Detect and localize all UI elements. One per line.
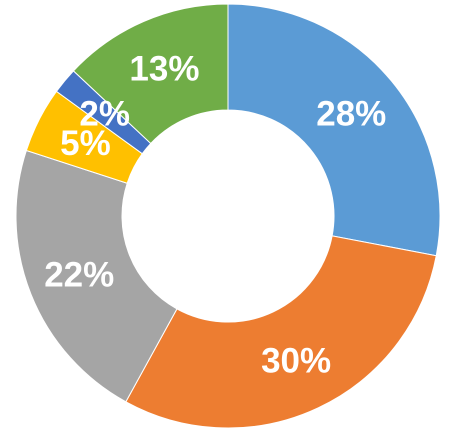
slice-30pct (125, 235, 437, 428)
slices-group (15, 3, 441, 428)
slice-label-5pct: 5% (60, 124, 111, 163)
slice-label-22pct: 22% (44, 255, 114, 294)
slice-13pct (72, 3, 229, 145)
slice-label-13pct: 13% (129, 50, 199, 89)
slice-label-30pct: 30% (261, 341, 331, 380)
slice-22pct (15, 149, 178, 403)
slice-28pct (227, 3, 441, 257)
labels-group: 28% 30% 22% 5%2% 13% (44, 50, 386, 381)
slice-label-2pct: 2% (79, 95, 130, 134)
slice-label-28pct: 28% (316, 95, 386, 134)
